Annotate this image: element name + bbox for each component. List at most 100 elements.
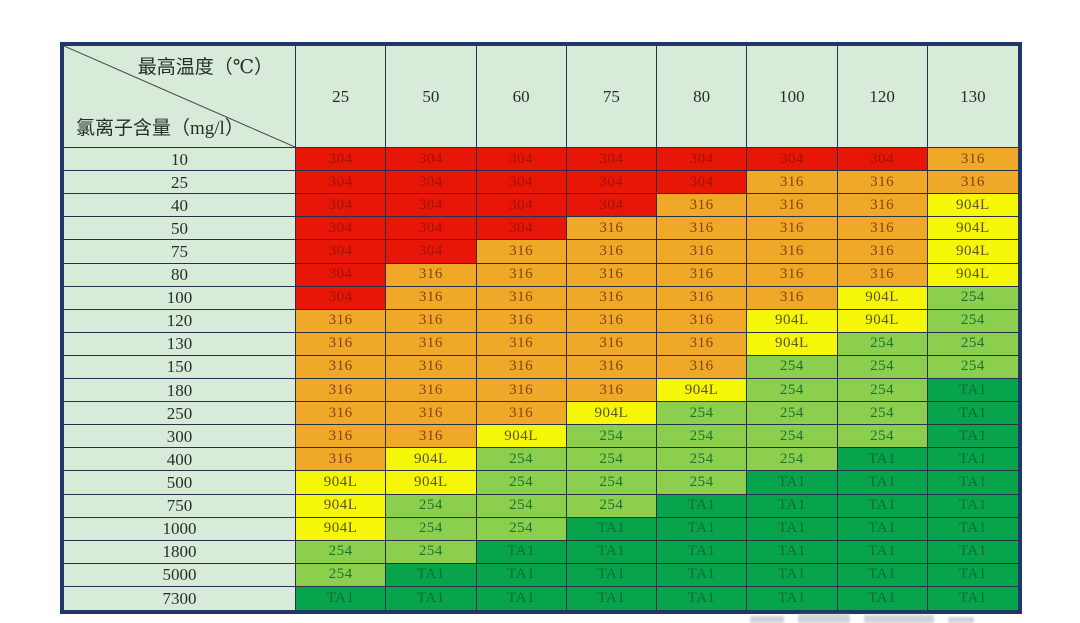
cell-40mgl-80c: 316 xyxy=(657,194,748,218)
cell-180mgl-100c: 254 xyxy=(747,379,838,403)
cell-25mgl-50c: 304 xyxy=(386,171,477,195)
cell-150mgl-60c: 316 xyxy=(476,355,567,379)
cell-5000mgl-75c: TA1 xyxy=(566,563,657,587)
cell-75mgl-100c: 316 xyxy=(747,240,838,264)
cell-150mgl-130c: 254 xyxy=(927,355,1018,379)
cell-300mgl-50c: 316 xyxy=(386,425,477,449)
cell-40mgl-100c: 316 xyxy=(747,194,838,218)
cell-250mgl-120c: 254 xyxy=(837,402,928,426)
cell-150mgl-75c: 316 xyxy=(566,355,657,379)
cell-400mgl-60c: 254 xyxy=(476,448,567,472)
cell-1000mgl-25c: 904L xyxy=(296,517,387,541)
row-label-80: 80 xyxy=(64,263,296,287)
cell-1000mgl-75c: TA1 xyxy=(566,517,657,541)
cell-1800mgl-130c: TA1 xyxy=(927,540,1018,564)
cell-500mgl-80c: 254 xyxy=(657,471,748,495)
row-label-25: 25 xyxy=(64,171,296,195)
cell-400mgl-120c: TA1 xyxy=(837,448,928,472)
cell-10mgl-100c: 304 xyxy=(747,148,838,172)
cell-100mgl-80c: 316 xyxy=(657,286,748,310)
cell-750mgl-100c: TA1 xyxy=(747,494,838,518)
cell-1000mgl-100c: TA1 xyxy=(747,517,838,541)
cell-120mgl-80c: 316 xyxy=(657,309,748,333)
cell-300mgl-75c: 254 xyxy=(566,425,657,449)
cell-75mgl-120c: 316 xyxy=(837,240,928,264)
row-label-130: 130 xyxy=(64,332,296,356)
cell-50mgl-60c: 304 xyxy=(476,217,567,241)
cell-1800mgl-100c: TA1 xyxy=(747,540,838,564)
cell-130mgl-75c: 316 xyxy=(566,332,657,356)
cell-400mgl-75c: 254 xyxy=(566,448,657,472)
row-label-75: 75 xyxy=(64,240,296,264)
cell-1800mgl-80c: TA1 xyxy=(657,540,748,564)
row-label-150: 150 xyxy=(64,355,296,379)
row-label-120: 120 xyxy=(64,309,296,333)
cell-7300mgl-75c: TA1 xyxy=(566,586,657,610)
cell-250mgl-75c: 904L xyxy=(566,402,657,426)
cell-5000mgl-60c: TA1 xyxy=(476,563,567,587)
cell-750mgl-80c: TA1 xyxy=(657,494,748,518)
cell-500mgl-25c: 904L xyxy=(296,471,387,495)
row-label-100: 100 xyxy=(64,286,296,310)
cell-25mgl-130c: 316 xyxy=(927,171,1018,195)
col-header-100: 100 xyxy=(747,46,838,148)
cell-5000mgl-100c: TA1 xyxy=(747,563,838,587)
cell-5000mgl-50c: TA1 xyxy=(386,563,477,587)
cell-250mgl-60c: 316 xyxy=(476,402,567,426)
cell-180mgl-80c: 904L xyxy=(657,379,748,403)
cell-7300mgl-25c: TA1 xyxy=(296,586,387,610)
cell-7300mgl-120c: TA1 xyxy=(837,586,928,610)
cell-180mgl-60c: 316 xyxy=(476,379,567,403)
cell-500mgl-60c: 254 xyxy=(476,471,567,495)
cell-75mgl-75c: 316 xyxy=(566,240,657,264)
cell-50mgl-100c: 316 xyxy=(747,217,838,241)
cell-500mgl-100c: TA1 xyxy=(747,471,838,495)
cell-300mgl-60c: 904L xyxy=(476,425,567,449)
cell-80mgl-75c: 316 xyxy=(566,263,657,287)
cell-75mgl-50c: 304 xyxy=(386,240,477,264)
cell-5000mgl-80c: TA1 xyxy=(657,563,748,587)
cell-750mgl-60c: 254 xyxy=(476,494,567,518)
cell-25mgl-100c: 316 xyxy=(747,171,838,195)
cell-100mgl-50c: 316 xyxy=(386,286,477,310)
cell-1800mgl-60c: TA1 xyxy=(476,540,567,564)
row-label-1000: 1000 xyxy=(64,517,296,541)
row-label-180: 180 xyxy=(64,379,296,403)
row-label-750: 750 xyxy=(64,494,296,518)
cell-120mgl-130c: 254 xyxy=(927,309,1018,333)
cell-40mgl-50c: 304 xyxy=(386,194,477,218)
cell-180mgl-130c: TA1 xyxy=(927,379,1018,403)
cell-25mgl-60c: 304 xyxy=(476,171,567,195)
cell-1800mgl-120c: TA1 xyxy=(837,540,928,564)
cell-100mgl-120c: 904L xyxy=(837,286,928,310)
cell-300mgl-100c: 254 xyxy=(747,425,838,449)
cell-50mgl-50c: 304 xyxy=(386,217,477,241)
col-header-120: 120 xyxy=(837,46,928,148)
cell-40mgl-120c: 316 xyxy=(837,194,928,218)
cell-400mgl-25c: 316 xyxy=(296,448,387,472)
cell-25mgl-75c: 304 xyxy=(566,171,657,195)
cell-80mgl-25c: 304 xyxy=(296,263,387,287)
cell-75mgl-130c: 904L xyxy=(927,240,1018,264)
col-header-75: 75 xyxy=(566,46,657,148)
y-axis-title: 氯离子含量（mg/l） xyxy=(76,118,244,139)
cell-10mgl-25c: 304 xyxy=(296,148,387,172)
cell-10mgl-130c: 316 xyxy=(927,148,1018,172)
corner-header-cell: 最高温度（℃） 氯离子含量（mg/l） xyxy=(64,46,296,148)
cell-100mgl-75c: 316 xyxy=(566,286,657,310)
cell-130mgl-50c: 316 xyxy=(386,332,477,356)
cell-75mgl-60c: 316 xyxy=(476,240,567,264)
cell-1800mgl-75c: TA1 xyxy=(566,540,657,564)
cell-150mgl-100c: 254 xyxy=(747,355,838,379)
cell-400mgl-50c: 904L xyxy=(386,448,477,472)
cell-100mgl-25c: 304 xyxy=(296,286,387,310)
row-label-300: 300 xyxy=(64,425,296,449)
row-label-250: 250 xyxy=(64,402,296,426)
cell-100mgl-100c: 316 xyxy=(747,286,838,310)
cell-100mgl-130c: 254 xyxy=(927,286,1018,310)
cell-40mgl-60c: 304 xyxy=(476,194,567,218)
cell-1000mgl-50c: 254 xyxy=(386,517,477,541)
cell-120mgl-50c: 316 xyxy=(386,309,477,333)
cell-400mgl-80c: 254 xyxy=(657,448,748,472)
